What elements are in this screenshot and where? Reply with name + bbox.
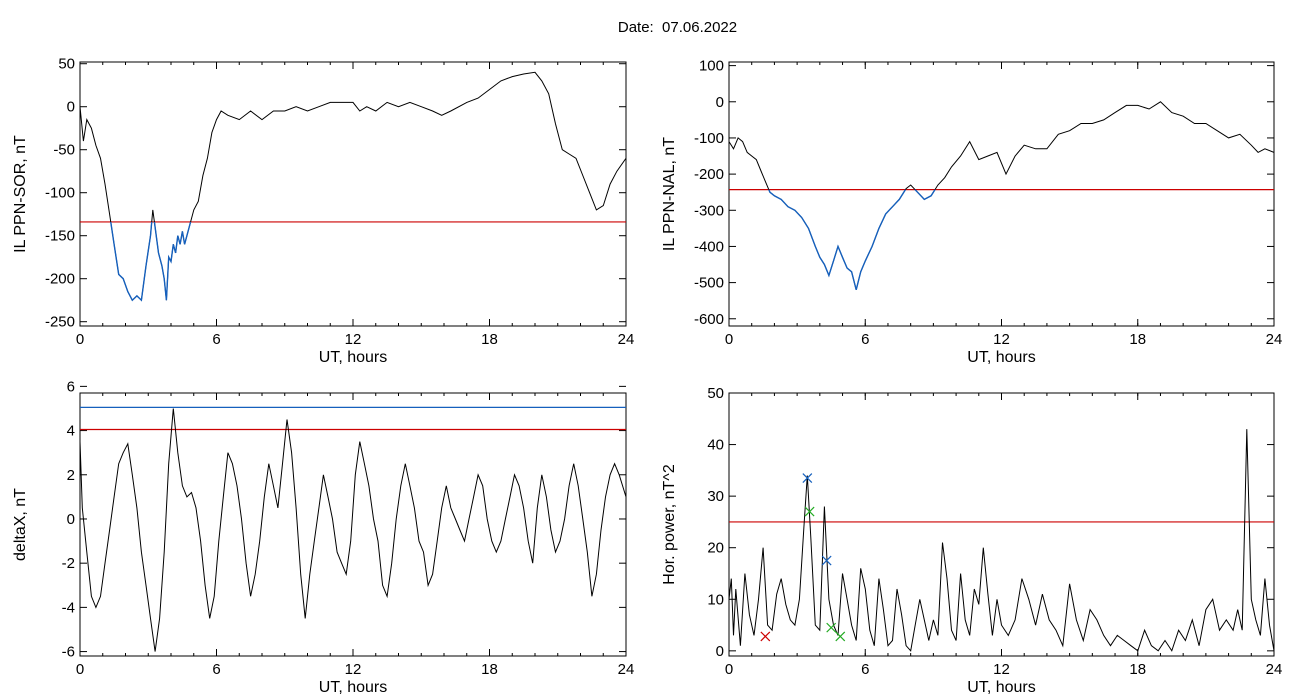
x-tick-label: 0 [725, 331, 733, 348]
y-tick-label: -100 [694, 130, 724, 147]
y-tick-label: -50 [53, 142, 75, 159]
y-tick-label: 50 [58, 56, 75, 73]
y-tick-label: 100 [699, 58, 724, 75]
x-tick-label: 12 [345, 661, 362, 678]
y-tick-label: 40 [707, 437, 724, 454]
y-tick-label: -400 [694, 238, 724, 255]
peak-marker [804, 506, 815, 517]
x-axis-label: UT, hours [967, 349, 1035, 366]
y-tick-label: 2 [67, 467, 75, 484]
y-tick-label: 10 [707, 591, 724, 608]
y-axis-label: IL PPN-SOR, nT [12, 135, 29, 253]
y-tick-label: -500 [694, 275, 724, 292]
x-tick-label: 6 [212, 331, 220, 348]
y-tick-label: 6 [67, 378, 75, 395]
plot-frame [728, 392, 1275, 657]
x-tick-label: 24 [1266, 331, 1283, 348]
x-tick-label: 24 [618, 331, 635, 348]
x-tick-label: 12 [993, 661, 1010, 678]
y-tick-label: -2 [62, 555, 75, 572]
x-tick-label: 6 [861, 661, 869, 678]
y-tick-label: -200 [45, 271, 75, 288]
chart-panel-hor-power: 0 6 12 18 24 50 40 30 20 10 0 UT, hours Hor. power, … [661, 385, 1282, 696]
chart-panel-il-ppn-nal: 0 6 12 18 24 100 0 -100 -200 -300 -400 -500 -600 UT, … [661, 58, 1282, 366]
y-axis-label: deltaX, nT [12, 488, 29, 561]
peak-marker [802, 473, 813, 484]
x-tick-label: 18 [1129, 661, 1146, 678]
y-axis-label: Hor. power, nT^2 [661, 464, 678, 585]
y-tick-label: 0 [716, 94, 724, 111]
y-tick-label: 20 [707, 540, 724, 557]
plot-frame [728, 61, 1275, 327]
x-tick-label: 6 [212, 661, 220, 678]
y-tick-label: 4 [67, 423, 75, 440]
x-tick-label: 24 [618, 661, 635, 678]
y-tick-label: -250 [45, 314, 75, 331]
x-tick-label: 12 [993, 331, 1010, 348]
y-tick-label: -6 [62, 644, 75, 661]
x-tick-label: 6 [861, 331, 869, 348]
y-tick-label: -150 [45, 228, 75, 245]
plot-frame [79, 61, 627, 327]
page-title: Date: 07.06.2022 [617, 19, 738, 36]
y-tick-label: -300 [694, 202, 724, 219]
x-tick-label: 18 [481, 661, 498, 678]
peak-marker [835, 631, 846, 642]
y-tick-label: 50 [707, 385, 724, 402]
y-axis-label: IL PPN-NAL, nT [661, 137, 678, 251]
x-axis-label: UT, hours [967, 679, 1035, 696]
series-line-highlight [768, 189, 936, 290]
peak-marker [760, 631, 771, 642]
y-tick-label: -4 [62, 599, 75, 616]
y-tick-label: 0 [716, 643, 724, 660]
x-tick-label: 12 [345, 331, 362, 348]
series-line [729, 101, 1274, 290]
x-tick-label: 24 [1266, 661, 1283, 678]
chart-panel-deltax: 0 6 12 18 24 6 4 2 0 -2 -4 -6 UT, hours deltaX, nT [12, 378, 634, 696]
series-line-highlight [110, 221, 192, 302]
x-axis-label: UT, hours [319, 349, 387, 366]
x-tick-label: 18 [481, 331, 498, 348]
x-tick-label: 18 [1129, 331, 1146, 348]
series-line [729, 429, 1274, 652]
y-tick-label: -600 [694, 311, 724, 328]
x-tick-label: 0 [76, 331, 84, 348]
chart-panel-il-ppn-sor: 0 6 12 18 24 50 0 -50 -100 -150 -200 -250 UT, hours I… [12, 56, 634, 366]
y-tick-label: 0 [67, 99, 75, 116]
y-tick-label: -100 [45, 185, 75, 202]
y-tick-label: 30 [707, 488, 724, 505]
series-line [80, 408, 626, 652]
y-tick-label: 0 [67, 511, 75, 528]
plot-frame [79, 392, 627, 657]
y-tick-label: -200 [694, 166, 724, 183]
peak-marker [826, 622, 837, 633]
x-axis-label: UT, hours [319, 679, 387, 696]
peak-marker [821, 555, 832, 566]
x-tick-label: 0 [725, 661, 733, 678]
x-tick-label: 0 [76, 661, 84, 678]
